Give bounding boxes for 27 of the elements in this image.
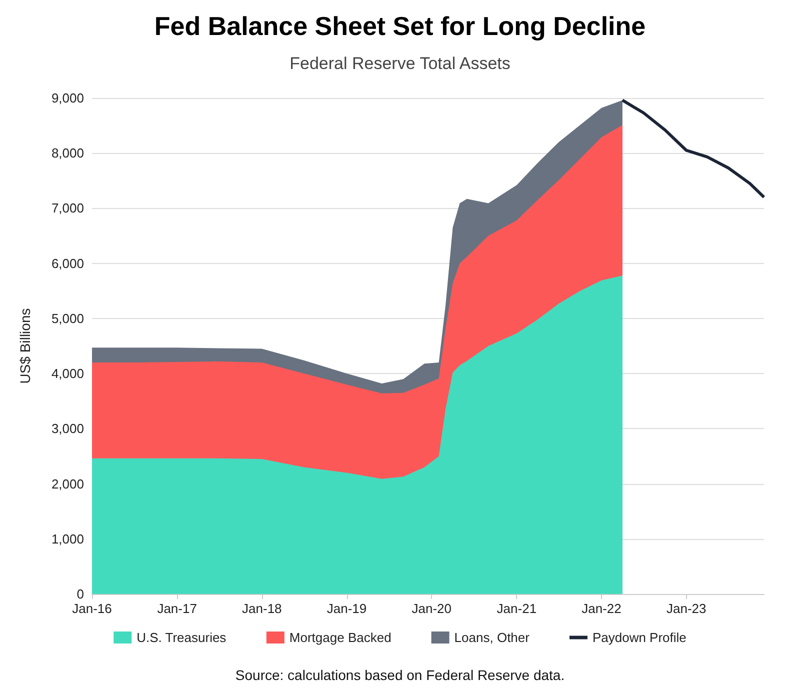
y-tick-label: 8,000 bbox=[51, 146, 84, 161]
x-tick-label: Jan-18 bbox=[242, 601, 282, 616]
legend-label: U.S. Treasuries bbox=[136, 630, 227, 645]
x-tick-label: Jan-20 bbox=[412, 601, 452, 616]
x-tick-label: Jan-23 bbox=[666, 601, 706, 616]
line-series bbox=[620, 98, 766, 199]
y-tick-label: 9,000 bbox=[51, 90, 84, 106]
y-tick-label: 4,000 bbox=[51, 366, 84, 382]
x-tick-label: Jan-16 bbox=[72, 601, 112, 616]
x-tick-label: Jan-19 bbox=[326, 601, 367, 616]
y-axis-title: US$ Billions bbox=[17, 308, 33, 384]
x-tick-label: Jan-21 bbox=[496, 601, 537, 616]
x-tick-label: Jan-17 bbox=[157, 601, 197, 616]
y-tick-label: 3,000 bbox=[51, 421, 84, 436]
y-tick-label: 5,000 bbox=[51, 310, 84, 326]
y-tick-label: 1,000 bbox=[51, 531, 84, 546]
legend-label: Loans, Other bbox=[454, 630, 530, 645]
legend-label: Paydown Profile bbox=[592, 630, 686, 645]
source-note: Source: calculations based on Federal Reserve data. bbox=[235, 667, 565, 683]
x-tick-label: Jan-22 bbox=[582, 601, 622, 616]
chart-subtitle: Federal Reserve Total Assets bbox=[290, 54, 510, 73]
y-tick-label: 0 bbox=[76, 586, 84, 602]
chart-title: Fed Balance Sheet Set for Long Decline bbox=[154, 11, 646, 41]
y-tick-label: 2,000 bbox=[51, 476, 84, 492]
legend-label: Mortgage Backed bbox=[289, 630, 392, 645]
y-tick-label: 6,000 bbox=[51, 256, 84, 271]
y-tick-label: 7,000 bbox=[51, 200, 84, 216]
